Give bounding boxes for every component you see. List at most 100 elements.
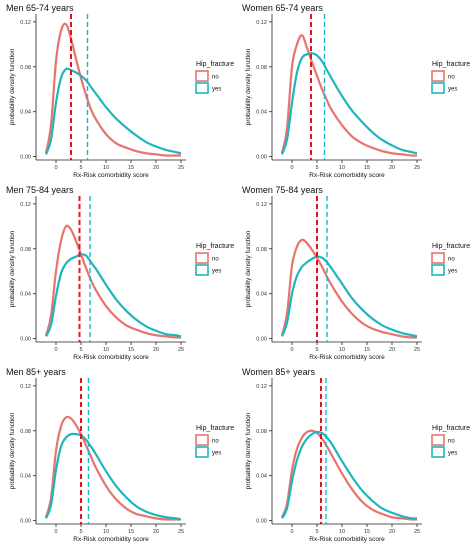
y-tick-label: 0.04 — [256, 110, 267, 116]
legend-key-yes — [431, 264, 445, 276]
legend-key-no — [195, 252, 209, 264]
x-tick-label: 0 — [290, 165, 293, 171]
legend-label: no — [212, 439, 219, 445]
y-tick-label: 0.08 — [20, 247, 31, 253]
density-panel: Men 65-74 years 0.00 0.04 0.08 0.12 0 5 10 15 20 2… — [6, 3, 234, 179]
y-axis-label: probability density function — [245, 230, 252, 307]
x-tick-label: 25 — [178, 347, 184, 353]
legend-key-no — [195, 434, 209, 446]
x-tick-label: 0 — [54, 529, 57, 535]
y-tick-label: 0.12 — [20, 202, 31, 208]
density-line-yes — [44, 432, 182, 521]
legend-label: no — [212, 257, 219, 263]
panel-title: Women 75-84 years — [242, 185, 323, 195]
y-tick-label: 0.04 — [256, 292, 267, 298]
y-tick-label: 0.00 — [256, 155, 267, 161]
legend-key-yes — [195, 264, 209, 276]
x-tick-label: 5 — [315, 529, 318, 535]
x-tick-label: 5 — [79, 347, 82, 353]
legend-label: no — [212, 75, 219, 81]
legend-key-yes — [195, 446, 209, 458]
density-panel: Men 85+ years 0.00 0.04 0.08 0.12 0 5 10 15 20 25 R… — [6, 367, 234, 543]
x-tick-label: 25 — [414, 529, 420, 535]
x-tick-label: 10 — [339, 165, 345, 171]
y-tick-label: 0.00 — [256, 519, 267, 525]
y-axis-label: probability density function — [245, 412, 252, 489]
legend-key-no — [431, 252, 445, 264]
legend-label: no — [448, 439, 455, 445]
x-tick-label: 20 — [153, 165, 159, 171]
x-tick-label: 5 — [79, 529, 82, 535]
y-tick-label: 0.12 — [20, 384, 31, 390]
density-line-yes — [44, 253, 182, 338]
x-tick-label: 5 — [315, 165, 318, 171]
x-axis-label: Rx-Risk comorbidity score — [309, 536, 385, 543]
density-line-no — [280, 34, 418, 157]
y-tick-label: 0.08 — [20, 429, 31, 435]
density-panel: Men 75-84 years 0.00 0.04 0.08 0.12 0 5 10 15 20 2… — [6, 185, 234, 361]
density-line-no — [280, 429, 418, 521]
density-panel: Women 65-74 years 0.00 0.04 0.08 0.12 0 5 10 15 2… — [242, 3, 470, 179]
x-tick-label: 15 — [128, 165, 134, 171]
panel-title: Women 85+ years — [242, 367, 316, 377]
density-line-yes — [280, 255, 418, 338]
x-tick-label: 15 — [364, 347, 370, 353]
legend-key-no — [195, 70, 209, 82]
legend-label: no — [448, 257, 455, 263]
x-tick-label: 10 — [103, 165, 109, 171]
y-axis-label: probability density function — [9, 48, 16, 125]
x-tick-label: 20 — [153, 347, 159, 353]
x-tick-label: 10 — [339, 529, 345, 535]
legend-key-yes — [431, 82, 445, 94]
y-tick-label: 0.08 — [256, 247, 267, 253]
y-tick-label: 0.12 — [256, 20, 267, 26]
x-tick-label: 0 — [54, 347, 57, 353]
y-axis-label: probability density function — [9, 412, 16, 489]
x-tick-label: 20 — [389, 529, 395, 535]
legend-key-yes — [195, 82, 209, 94]
legend-title: Hip_fracture — [432, 243, 470, 250]
legend-label: yes — [448, 269, 457, 275]
x-tick-label: 10 — [339, 347, 345, 353]
density-line-no — [280, 238, 418, 339]
x-tick-label: 15 — [364, 165, 370, 171]
legend-label: yes — [448, 451, 457, 457]
density-line-no — [44, 22, 181, 157]
legend-label: yes — [212, 87, 221, 93]
legend-label: yes — [448, 87, 457, 93]
y-tick-label: 0.12 — [20, 20, 31, 26]
legend-label: yes — [212, 451, 221, 457]
x-tick-label: 25 — [178, 165, 184, 171]
legend-key-no — [431, 434, 445, 446]
x-tick-label: 25 — [414, 347, 420, 353]
x-axis-label: Rx-Risk comorbidity score — [73, 536, 149, 543]
x-axis-label: Rx-Risk comorbidity score — [309, 354, 385, 361]
density-panel: Women 75-84 years 0.00 0.04 0.08 0.12 0 5 10 15 2… — [242, 185, 470, 361]
x-tick-label: 5 — [315, 347, 318, 353]
panel-title: Men 75-84 years — [6, 185, 74, 195]
y-tick-label: 0.00 — [256, 337, 267, 343]
x-tick-label: 5 — [79, 165, 82, 171]
legend-title: Hip_fracture — [196, 243, 234, 250]
y-tick-label: 0.00 — [20, 337, 31, 343]
x-tick-label: 15 — [364, 529, 370, 535]
y-tick-label: 0.00 — [20, 519, 31, 525]
legend-label: no — [448, 75, 455, 81]
density-line-no — [44, 415, 181, 521]
legend-title: Hip_fracture — [432, 61, 470, 68]
panel-title: Men 65-74 years — [6, 3, 74, 13]
legend-title: Hip_fracture — [196, 61, 234, 68]
y-tick-label: 0.08 — [20, 65, 31, 71]
x-axis-label: Rx-Risk comorbidity score — [73, 354, 149, 361]
legend-key-no — [431, 70, 445, 82]
x-tick-label: 20 — [153, 529, 159, 535]
x-tick-label: 0 — [54, 165, 57, 171]
panel-title: Men 85+ years — [6, 367, 66, 377]
legend-title: Hip_fracture — [432, 425, 470, 432]
x-tick-label: 15 — [128, 347, 134, 353]
x-axis-label: Rx-Risk comorbidity score — [73, 172, 149, 179]
density-line-yes — [44, 67, 182, 155]
y-tick-label: 0.08 — [256, 429, 267, 435]
legend-label: yes — [212, 269, 221, 275]
y-axis-label: probability density function — [245, 48, 252, 125]
